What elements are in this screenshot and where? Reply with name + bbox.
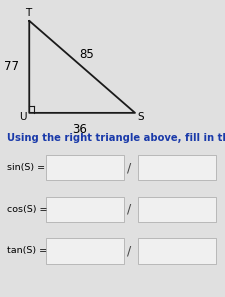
Text: 36: 36 bbox=[72, 123, 87, 136]
Text: /: / bbox=[127, 244, 131, 257]
FancyBboxPatch shape bbox=[138, 197, 216, 222]
Text: tan(S) =: tan(S) = bbox=[7, 247, 47, 255]
Text: /: / bbox=[127, 203, 131, 216]
Text: S: S bbox=[137, 112, 144, 122]
Text: U: U bbox=[19, 112, 26, 122]
Text: 85: 85 bbox=[79, 48, 94, 61]
FancyBboxPatch shape bbox=[46, 197, 124, 222]
FancyBboxPatch shape bbox=[46, 238, 124, 264]
FancyBboxPatch shape bbox=[138, 155, 216, 180]
Text: sin(S) =: sin(S) = bbox=[7, 163, 45, 172]
FancyBboxPatch shape bbox=[46, 155, 124, 180]
Text: T: T bbox=[25, 8, 31, 18]
Text: 77: 77 bbox=[4, 60, 19, 73]
FancyBboxPatch shape bbox=[138, 238, 216, 264]
Text: Using the right triangle above, fill in th: Using the right triangle above, fill in … bbox=[7, 133, 225, 143]
Text: /: / bbox=[127, 161, 131, 174]
Text: cos(S) =: cos(S) = bbox=[7, 205, 47, 214]
